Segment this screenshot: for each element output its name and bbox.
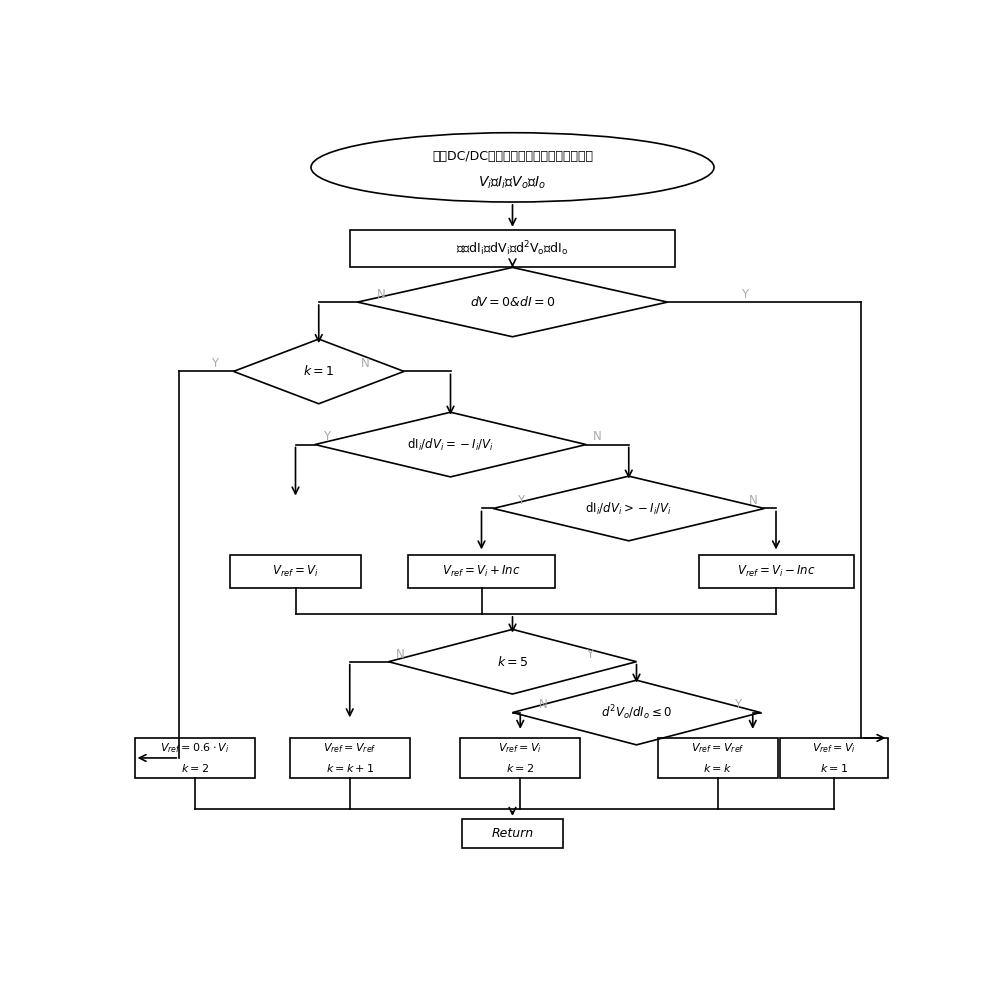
Bar	[658, 738, 778, 778]
Bar	[230, 555, 361, 587]
Bar	[350, 229, 675, 267]
Text: $\mathrm{dI}_i/dV_i>-I_i/V_i$: $\mathrm{dI}_i/dV_i>-I_i/V_i$	[585, 501, 672, 517]
Text: $k=5$: $k=5$	[497, 654, 528, 669]
Text: $V_{ref}=V_{ref}$: $V_{ref}=V_{ref}$	[323, 741, 377, 755]
Text: $dV=0$&$dI=0$: $dV=0$&$dI=0$	[470, 295, 555, 309]
Text: $k=1$: $k=1$	[303, 364, 334, 379]
Text: Y: Y	[323, 430, 330, 444]
Text: $k=k$: $k=k$	[703, 762, 732, 774]
Text: $k=2$: $k=2$	[181, 762, 209, 774]
Text: 计算$\mathrm{dI_i}$、$\mathrm{dV_i}$、$\mathrm{d^2V_o}$、$\mathrm{dI_o}$: 计算$\mathrm{dI_i}$、$\mathrm{dV_i}$、$\math…	[456, 239, 569, 258]
Text: $V_{ref}=V_i+Inc$: $V_{ref}=V_i+Inc$	[442, 564, 521, 580]
Text: N: N	[396, 647, 404, 660]
Text: Y: Y	[586, 647, 594, 660]
Text: $V_{ref}=V_i-Inc$: $V_{ref}=V_i-Inc$	[737, 564, 815, 580]
Text: $k=1$: $k=1$	[820, 762, 848, 774]
Bar	[698, 555, 854, 587]
Text: $\mathrm{dI}_i/dV_i=-I_i/V_i$: $\mathrm{dI}_i/dV_i=-I_i/V_i$	[407, 437, 494, 453]
Text: Y: Y	[211, 357, 218, 370]
Text: N: N	[361, 357, 370, 370]
Text: Return: Return	[491, 827, 534, 840]
Text: Y: Y	[741, 288, 749, 301]
Text: Y: Y	[734, 699, 741, 711]
Text: N: N	[376, 288, 385, 301]
Bar	[462, 819, 563, 848]
Text: $V_{ref}=0.6\cdot V_i$: $V_{ref}=0.6\cdot V_i$	[160, 741, 230, 755]
Text: $k=2$: $k=2$	[506, 762, 534, 774]
Bar	[408, 555, 555, 587]
Text: Y: Y	[517, 494, 524, 508]
Text: N: N	[539, 699, 548, 711]
Bar	[135, 738, 255, 778]
Text: N: N	[593, 430, 602, 444]
Bar	[780, 738, 888, 778]
Text: $V_{ref}=V_i$: $V_{ref}=V_i$	[272, 564, 319, 580]
Text: N: N	[748, 494, 757, 508]
Bar	[290, 738, 410, 778]
Text: $k=k+1$: $k=k+1$	[326, 762, 374, 774]
Text: 记录DC/DC变化器的输入、输出电压、电流: 记录DC/DC变化器的输入、输出电压、电流	[432, 151, 593, 163]
Text: $d^2V_o/dI_o\leq 0$: $d^2V_o/dI_o\leq 0$	[601, 704, 672, 722]
Text: $V_{ref}=V_{ref}$: $V_{ref}=V_{ref}$	[691, 741, 745, 755]
Text: $V_{ref}=V_i$: $V_{ref}=V_i$	[812, 741, 856, 755]
Text: $V_{ref}=V_i$: $V_{ref}=V_i$	[498, 741, 542, 755]
Text: $V_i$、$I_i$、$V_o$、$I_o$: $V_i$、$I_i$、$V_o$、$I_o$	[478, 174, 547, 191]
Bar	[460, 738, 580, 778]
